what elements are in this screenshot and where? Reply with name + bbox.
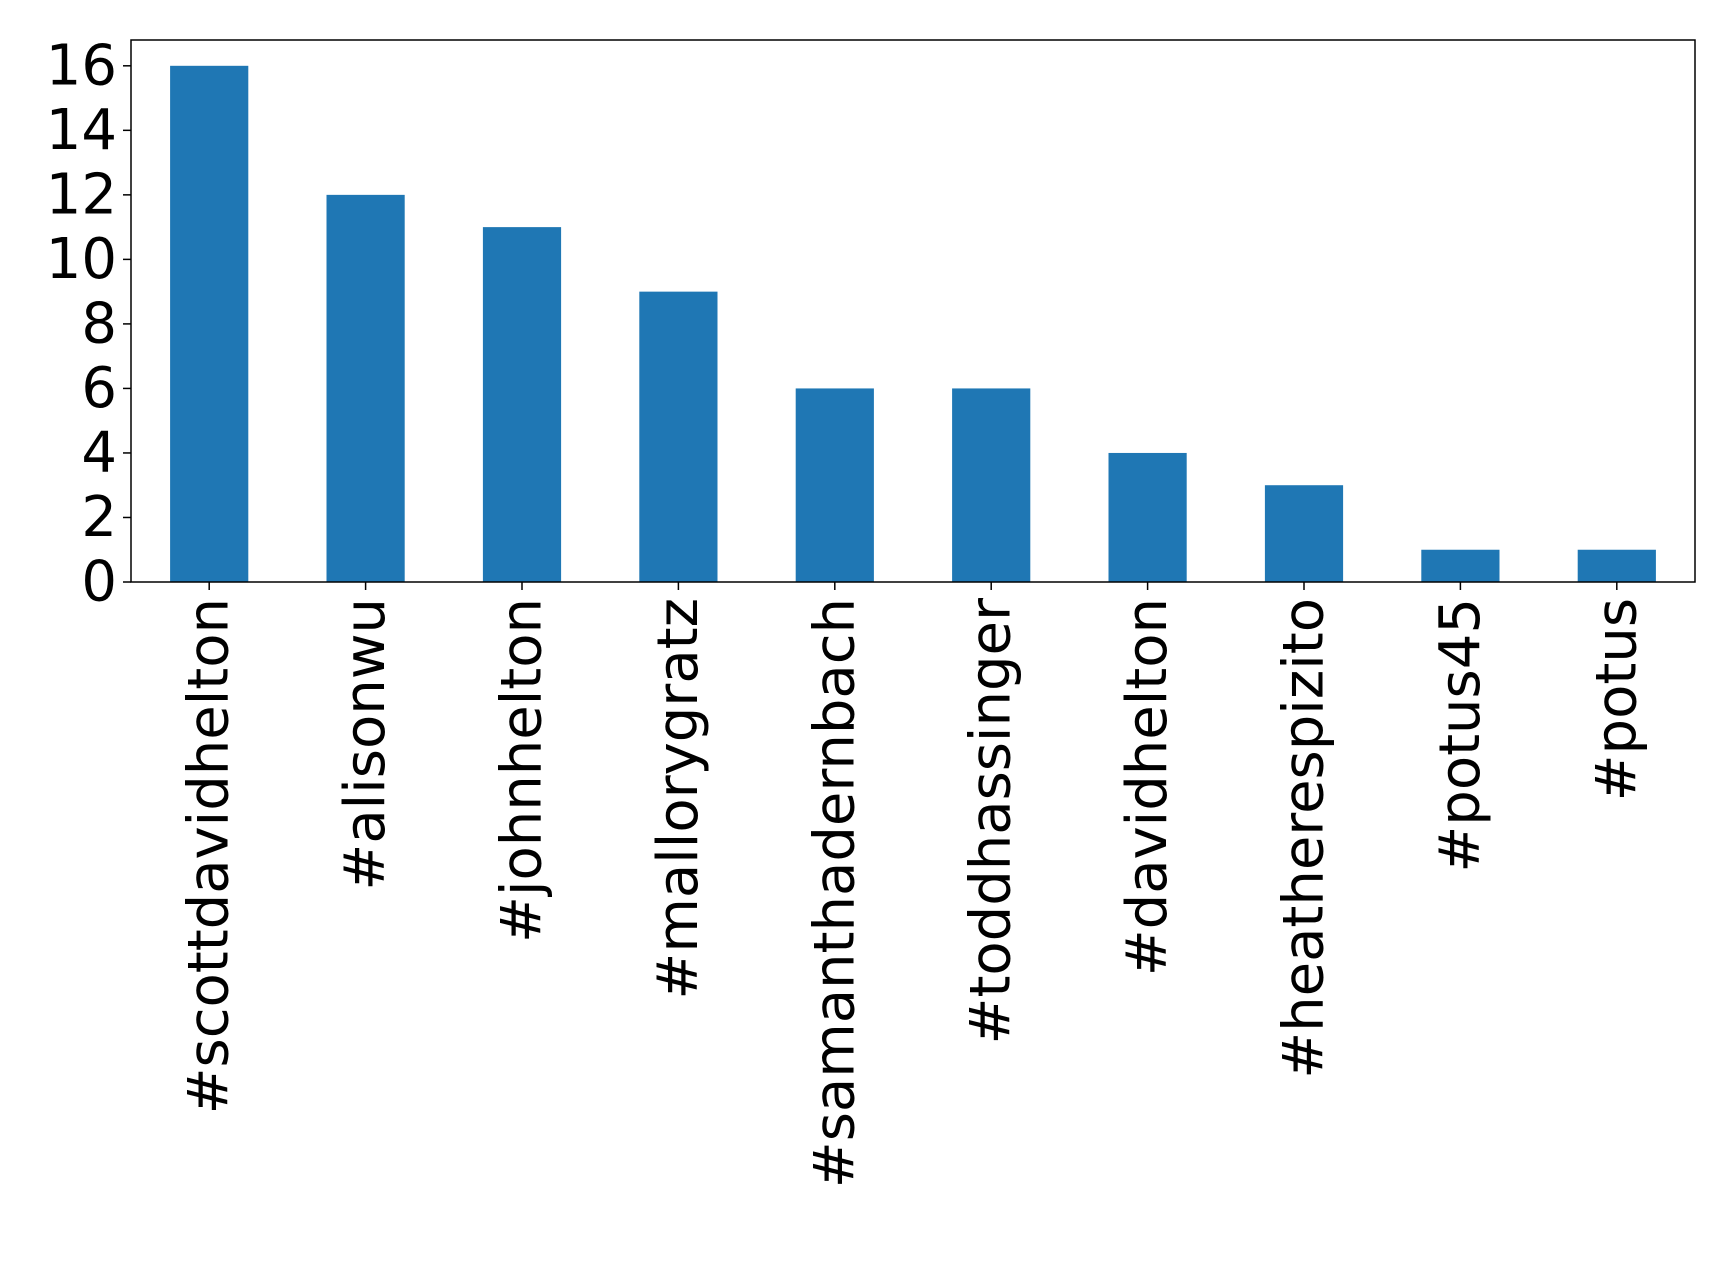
x-tick-label: #davidhelton <box>1115 598 1180 976</box>
y-tick-label: 0 <box>81 550 117 615</box>
bar-potus45 <box>1421 549 1500 582</box>
bar-mallorygratz <box>639 291 718 582</box>
x-tick-label: #scottdavidhelton <box>177 598 242 1114</box>
y-tick-label: 14 <box>46 98 117 163</box>
bars-layer <box>170 65 1656 583</box>
bar-samanthadernbach <box>795 388 874 582</box>
bar-davidhelton <box>1108 452 1187 582</box>
x-tick-label: #alisonwu <box>333 598 398 891</box>
x-tick-label: #potus45 <box>1428 598 1493 873</box>
y-tick-label: 2 <box>81 485 117 550</box>
x-tick-label: #johnhelton <box>490 598 555 943</box>
x-tick-label: #mallorygratz <box>646 598 711 1000</box>
y-tick-label: 4 <box>81 420 117 485</box>
y-tick-label: 8 <box>81 291 117 356</box>
y-tick-label: 16 <box>46 33 117 98</box>
plot-frame <box>130 39 1696 583</box>
y-tick-label: 12 <box>46 162 117 227</box>
x-tick-label: #potus <box>1584 598 1649 801</box>
x-tick-label: #samanthadernbach <box>802 598 867 1188</box>
bar-toddhassinger <box>952 388 1031 582</box>
x-tick-label: #heatherespizito <box>1272 598 1337 1079</box>
bar-potus <box>1577 549 1656 582</box>
x-tick-label: #toddhassinger <box>959 597 1024 1044</box>
bar-alisonwu <box>326 194 405 583</box>
y-tick-label: 6 <box>81 356 117 421</box>
y-tick-label: 10 <box>46 227 117 292</box>
bar-scottdavidhelton <box>170 65 249 582</box>
bar-heatherespizito <box>1264 485 1344 582</box>
bar-johnhelton <box>482 227 562 582</box>
x-axis: #scottdavidhelton #alisonwu #johnhelton #ma… <box>177 582 1649 1188</box>
